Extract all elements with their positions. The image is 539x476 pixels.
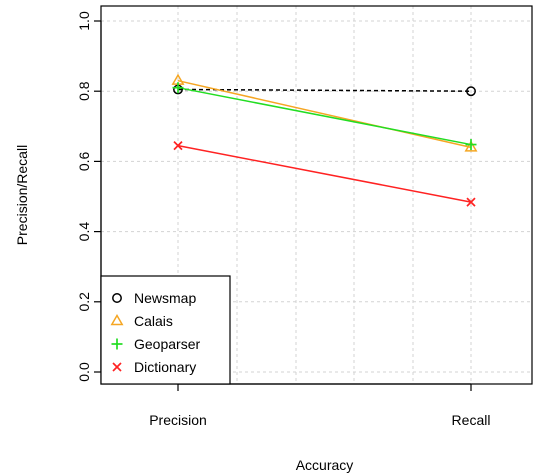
grid <box>101 6 532 384</box>
series-points <box>171 73 478 207</box>
data-point-dictionary-recall <box>466 197 476 207</box>
data-point-calais-recall <box>464 140 478 152</box>
cross-marker-b <box>173 141 183 151</box>
legend-box <box>100 275 231 385</box>
cross-marker-b <box>112 362 122 372</box>
cross-marker-b <box>466 197 476 207</box>
data-point-newsmap-recall <box>466 86 476 97</box>
triangle-marker <box>464 140 478 152</box>
legend-marker-geoparser <box>111 338 123 350</box>
legend-marker-dictionary <box>112 362 122 372</box>
series-line-calais <box>177 79 472 149</box>
data-point-geoparser-precision <box>172 82 184 94</box>
series-lines <box>177 79 472 203</box>
y-tick-label: 0.8 <box>76 81 92 101</box>
data-point-geoparser-recall <box>465 139 477 151</box>
legend-marker-calais <box>110 314 124 326</box>
legend-label: Calais <box>134 313 173 329</box>
x-tick-label: Precision <box>149 412 207 428</box>
y-axis: 0.0 0.2 0.4 0.6 0.8 1.0 <box>76 11 102 382</box>
circle-marker <box>466 86 476 97</box>
y-axis-title: Precision/Recall <box>14 145 30 245</box>
data-point-dictionary-precision <box>173 141 183 151</box>
legend-label: Dictionary <box>134 359 196 375</box>
y-tick-label: 0.4 <box>76 222 92 242</box>
legend-label: Geoparser <box>134 336 200 352</box>
legend-marker-newsmap <box>112 293 122 303</box>
y-tick-label: 0.0 <box>76 362 92 382</box>
triangle-marker <box>110 314 124 326</box>
series-line-dictionary <box>177 144 472 203</box>
series-line-geoparser <box>177 86 472 146</box>
x-axis: Precision Recall <box>149 383 491 428</box>
x-axis-title: Accuracy <box>296 457 354 473</box>
y-tick-label: 0.6 <box>76 151 92 171</box>
legend: Newsmap Calais Geoparser Dictionary <box>100 275 231 385</box>
y-tick-label: 0.2 <box>76 292 92 312</box>
x-tick-label: Recall <box>452 412 491 428</box>
y-tick-label: 1.0 <box>76 11 92 31</box>
legend-label: Newsmap <box>134 290 196 306</box>
circle-marker <box>112 293 122 303</box>
